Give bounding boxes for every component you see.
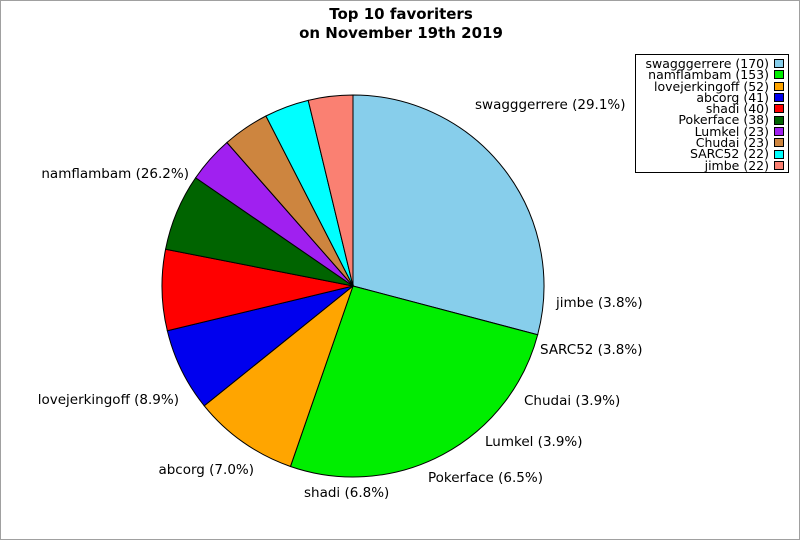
legend-item-jimbe[interactable]: jimbe (22)	[640, 157, 784, 173]
pie-label-pokerface: Pokerface (6.5%)	[428, 470, 543, 486]
legend-color-swatch	[774, 81, 784, 91]
pie-slice-lovejerkingoff[interactable]	[203, 284, 355, 468]
legend-item-label: lovejerkingoff (52)	[654, 78, 769, 94]
pie-label-jimbe: jimbe (3.8%)	[556, 295, 643, 311]
legend-item-lovejerkingoff[interactable]: lovejerkingoff (52)	[640, 78, 784, 94]
legend-item-label: SARC52 (22)	[689, 146, 769, 162]
legend-item-sarc52[interactable]: SARC52 (22)	[640, 146, 784, 162]
legend-color-swatch	[774, 126, 784, 136]
pie-slice-jimbe[interactable]	[307, 94, 354, 287]
pie-slice-namflambam[interactable]	[289, 285, 539, 478]
pie-slice-swagggerrere[interactable]	[352, 94, 545, 336]
legend-item-chudai[interactable]: Chudai (23)	[640, 135, 784, 151]
legend-item-lumkel[interactable]: Lumkel (23)	[640, 123, 784, 139]
legend-color-swatch	[774, 59, 784, 69]
pie-label-chudai: Chudai (3.9%)	[524, 393, 621, 409]
legend-item-label: shadi (40)	[705, 101, 769, 117]
legend-color-swatch	[774, 149, 784, 159]
legend: swagggerrere (170) namflambam (153) loveje…	[635, 54, 789, 173]
legend-item-swagggerrere[interactable]: swagggerrere (170)	[640, 56, 784, 71]
legend-item-abcorg[interactable]: abcorg (41)	[640, 89, 784, 105]
legend-color-swatch	[774, 104, 784, 114]
pie-label-swagggerrere: swagggerrere (29.1%)	[475, 97, 626, 113]
legend-color-swatch	[774, 138, 784, 148]
pie-label-shadi: shadi (6.8%)	[304, 485, 390, 501]
legend-color-swatch	[774, 115, 784, 125]
legend-item-label: Chudai (23)	[695, 135, 769, 151]
legend-item-label: Pokerface (38)	[678, 112, 769, 128]
legend-item-label: Lumkel (23)	[694, 123, 769, 139]
legend-item-label: abcorg (41)	[696, 89, 769, 105]
legend-item-label: swagggerrere (170)	[645, 56, 769, 71]
pie-label-namflambam: namflambam (26.2%)	[41, 166, 189, 182]
pie-label-abcorg: abcorg (7.0%)	[158, 462, 254, 478]
pie-label-lovejerkingoff: lovejerkingoff (8.9%)	[37, 392, 179, 408]
legend-item-shadi[interactable]: shadi (40)	[640, 101, 784, 117]
legend-color-swatch	[774, 160, 784, 170]
legend-color-swatch	[774, 93, 784, 103]
legend-item-namflambam[interactable]: namflambam (153)	[640, 67, 784, 83]
pie-label-sarc52: SARC52 (3.8%)	[540, 342, 643, 358]
legend-item-pokerface[interactable]: Pokerface (38)	[640, 112, 784, 128]
pie-label-lumkel: Lumkel (3.9%)	[485, 434, 583, 450]
legend-item-label: namflambam (153)	[648, 67, 769, 83]
pie-slice-group	[161, 94, 545, 478]
legend-color-swatch	[774, 70, 784, 80]
legend-item-label: jimbe (22)	[704, 157, 769, 173]
page-title: Top 10 favoriters on November 19th 2019	[299, 5, 503, 42]
